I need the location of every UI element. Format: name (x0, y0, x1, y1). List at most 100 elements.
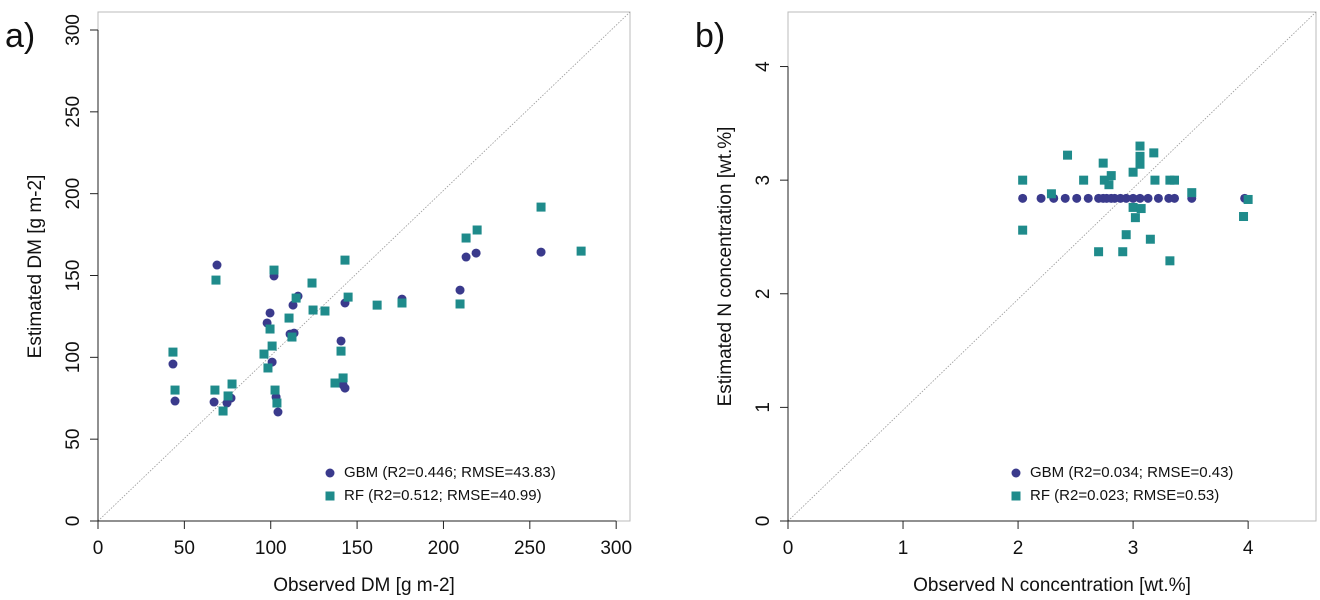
x-tick-label: 0 (93, 538, 104, 559)
data-point (1118, 247, 1128, 257)
x-axis-title: Observed N concentration [wt.%] (913, 575, 1191, 596)
x-tick-label: 1 (898, 538, 909, 559)
data-point (307, 278, 317, 288)
data-point (1243, 194, 1253, 204)
legend-marker (1011, 468, 1021, 478)
data-point (1170, 193, 1180, 203)
data-point (336, 336, 346, 346)
x-axis-title: Observed DM [g m-2] (273, 575, 455, 596)
data-point (259, 349, 269, 359)
data-point (1135, 151, 1145, 161)
data-point (223, 391, 233, 401)
data-point (472, 225, 482, 235)
data-point (265, 324, 275, 334)
data-point (336, 346, 346, 356)
data-point (1128, 202, 1138, 212)
data-point (1136, 204, 1146, 214)
y-tick-label: 100 (63, 341, 84, 373)
legend-label: RF (R2=0.023; RMSE=0.53) (1030, 487, 1219, 504)
y-tick-label: 4 (753, 61, 774, 72)
identity-line (787, 11, 1317, 522)
data-point (168, 359, 178, 369)
data-point (1104, 180, 1114, 190)
x-tick-label: 200 (428, 538, 460, 559)
y-tick-label: 150 (63, 260, 84, 292)
data-point (340, 255, 350, 265)
x-tick-label: 4 (1243, 538, 1254, 559)
data-point (1135, 193, 1145, 203)
data-point (455, 299, 465, 309)
data-point (170, 396, 180, 406)
data-point (270, 385, 280, 395)
legend-marker (325, 491, 335, 501)
data-point (212, 260, 222, 270)
data-point (330, 378, 340, 388)
data-point (1106, 171, 1116, 181)
data-point (461, 233, 471, 243)
data-point (343, 292, 353, 302)
y-axis-title: Estimated N concentration [wt.%] (715, 127, 736, 407)
legend-label: GBM (R2=0.446; RMSE=43.83) (344, 464, 556, 481)
y-tick-label: 1 (753, 402, 774, 413)
data-point (265, 308, 275, 318)
data-point (267, 341, 277, 351)
data-point (1018, 193, 1028, 203)
data-point (1128, 167, 1138, 177)
data-point (1060, 193, 1070, 203)
data-point (1083, 193, 1093, 203)
x-tick-label: 2 (1013, 538, 1024, 559)
data-point (1046, 189, 1056, 199)
y-tick-label: 250 (63, 96, 84, 128)
data-point (1187, 188, 1197, 198)
identity-line (97, 11, 631, 522)
data-point (1145, 234, 1155, 244)
x-tick-label: 3 (1128, 538, 1139, 559)
data-point (1153, 193, 1163, 203)
data-point (1149, 148, 1159, 158)
legend-label: GBM (R2=0.034; RMSE=0.43) (1030, 464, 1233, 481)
data-point (471, 248, 481, 258)
data-point (1072, 193, 1082, 203)
data-point (1170, 175, 1180, 185)
y-tick-label: 2 (753, 288, 774, 299)
data-point (455, 285, 465, 295)
data-point (269, 265, 279, 275)
y-tick-label: 50 (63, 429, 84, 450)
data-point (218, 406, 228, 416)
panel-label: a) (5, 17, 35, 55)
data-point (1018, 225, 1028, 235)
legend-label: RF (R2=0.512; RMSE=40.99) (344, 487, 542, 504)
data-point (1128, 193, 1138, 203)
data-point (1135, 141, 1145, 151)
data-point (461, 252, 471, 262)
data-point (320, 306, 330, 316)
data-point (1018, 175, 1028, 185)
data-point (1063, 150, 1073, 160)
x-tick-label: 50 (174, 538, 195, 559)
data-point (273, 407, 283, 417)
x-tick-label: 250 (514, 538, 546, 559)
data-point (1165, 256, 1175, 266)
data-point (291, 293, 301, 303)
x-tick-label: 300 (600, 538, 632, 559)
y-tick-label: 300 (63, 14, 84, 46)
data-point (284, 313, 294, 323)
data-point (536, 202, 546, 212)
data-point (1099, 175, 1109, 185)
data-point (170, 385, 180, 395)
data-point (340, 383, 350, 393)
data-point (287, 332, 297, 342)
y-tick-label: 200 (63, 178, 84, 210)
y-tick-label: 0 (753, 516, 774, 527)
data-point (1079, 175, 1089, 185)
data-point (1165, 175, 1175, 185)
data-point (227, 379, 237, 389)
y-tick-label: 0 (63, 516, 84, 527)
data-point (1150, 175, 1160, 185)
data-point (263, 363, 273, 373)
x-tick-label: 150 (341, 538, 373, 559)
x-tick-label: 100 (255, 538, 287, 559)
data-point (1121, 230, 1131, 240)
data-point (308, 305, 318, 315)
